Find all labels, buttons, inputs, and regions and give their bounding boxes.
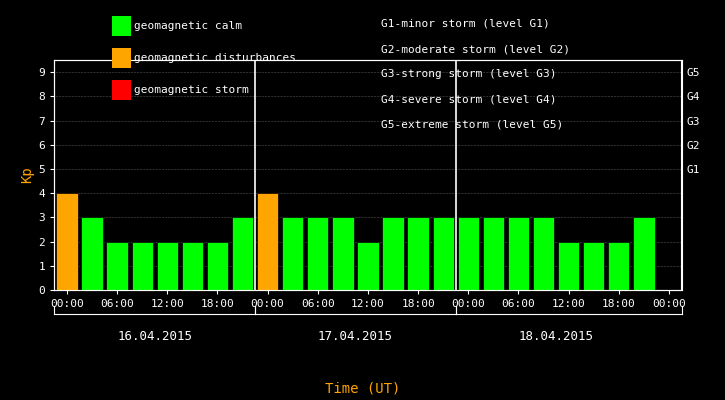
Bar: [157, 242, 178, 290]
Bar: [608, 242, 629, 290]
Text: geomagnetic disturbances: geomagnetic disturbances: [134, 53, 296, 63]
Bar: [257, 193, 278, 290]
Bar: [457, 217, 479, 290]
Text: geomagnetic storm: geomagnetic storm: [134, 85, 249, 95]
Bar: [282, 217, 303, 290]
Bar: [483, 217, 504, 290]
Text: G2-moderate storm (level G2): G2-moderate storm (level G2): [381, 44, 570, 54]
Bar: [207, 242, 228, 290]
Text: 18.04.2015: 18.04.2015: [518, 330, 594, 343]
Text: G1-minor storm (level G1): G1-minor storm (level G1): [381, 19, 550, 29]
Text: geomagnetic calm: geomagnetic calm: [134, 21, 242, 31]
Bar: [307, 217, 328, 290]
Bar: [57, 193, 78, 290]
Bar: [131, 242, 153, 290]
Bar: [332, 217, 354, 290]
Text: Time (UT): Time (UT): [325, 382, 400, 396]
Bar: [507, 217, 529, 290]
Bar: [81, 217, 103, 290]
Bar: [407, 217, 428, 290]
Bar: [633, 217, 655, 290]
Bar: [533, 217, 554, 290]
Bar: [107, 242, 128, 290]
Text: G4-severe storm (level G4): G4-severe storm (level G4): [381, 95, 556, 105]
Bar: [382, 217, 404, 290]
Text: G3-strong storm (level G3): G3-strong storm (level G3): [381, 70, 556, 80]
Text: 17.04.2015: 17.04.2015: [318, 330, 393, 343]
Text: 16.04.2015: 16.04.2015: [117, 330, 192, 343]
Y-axis label: Kp: Kp: [20, 167, 34, 183]
Bar: [232, 217, 253, 290]
Bar: [357, 242, 378, 290]
Bar: [558, 242, 579, 290]
Bar: [182, 242, 203, 290]
Bar: [583, 242, 605, 290]
Text: G5-extreme storm (level G5): G5-extreme storm (level G5): [381, 120, 563, 130]
Bar: [433, 217, 454, 290]
